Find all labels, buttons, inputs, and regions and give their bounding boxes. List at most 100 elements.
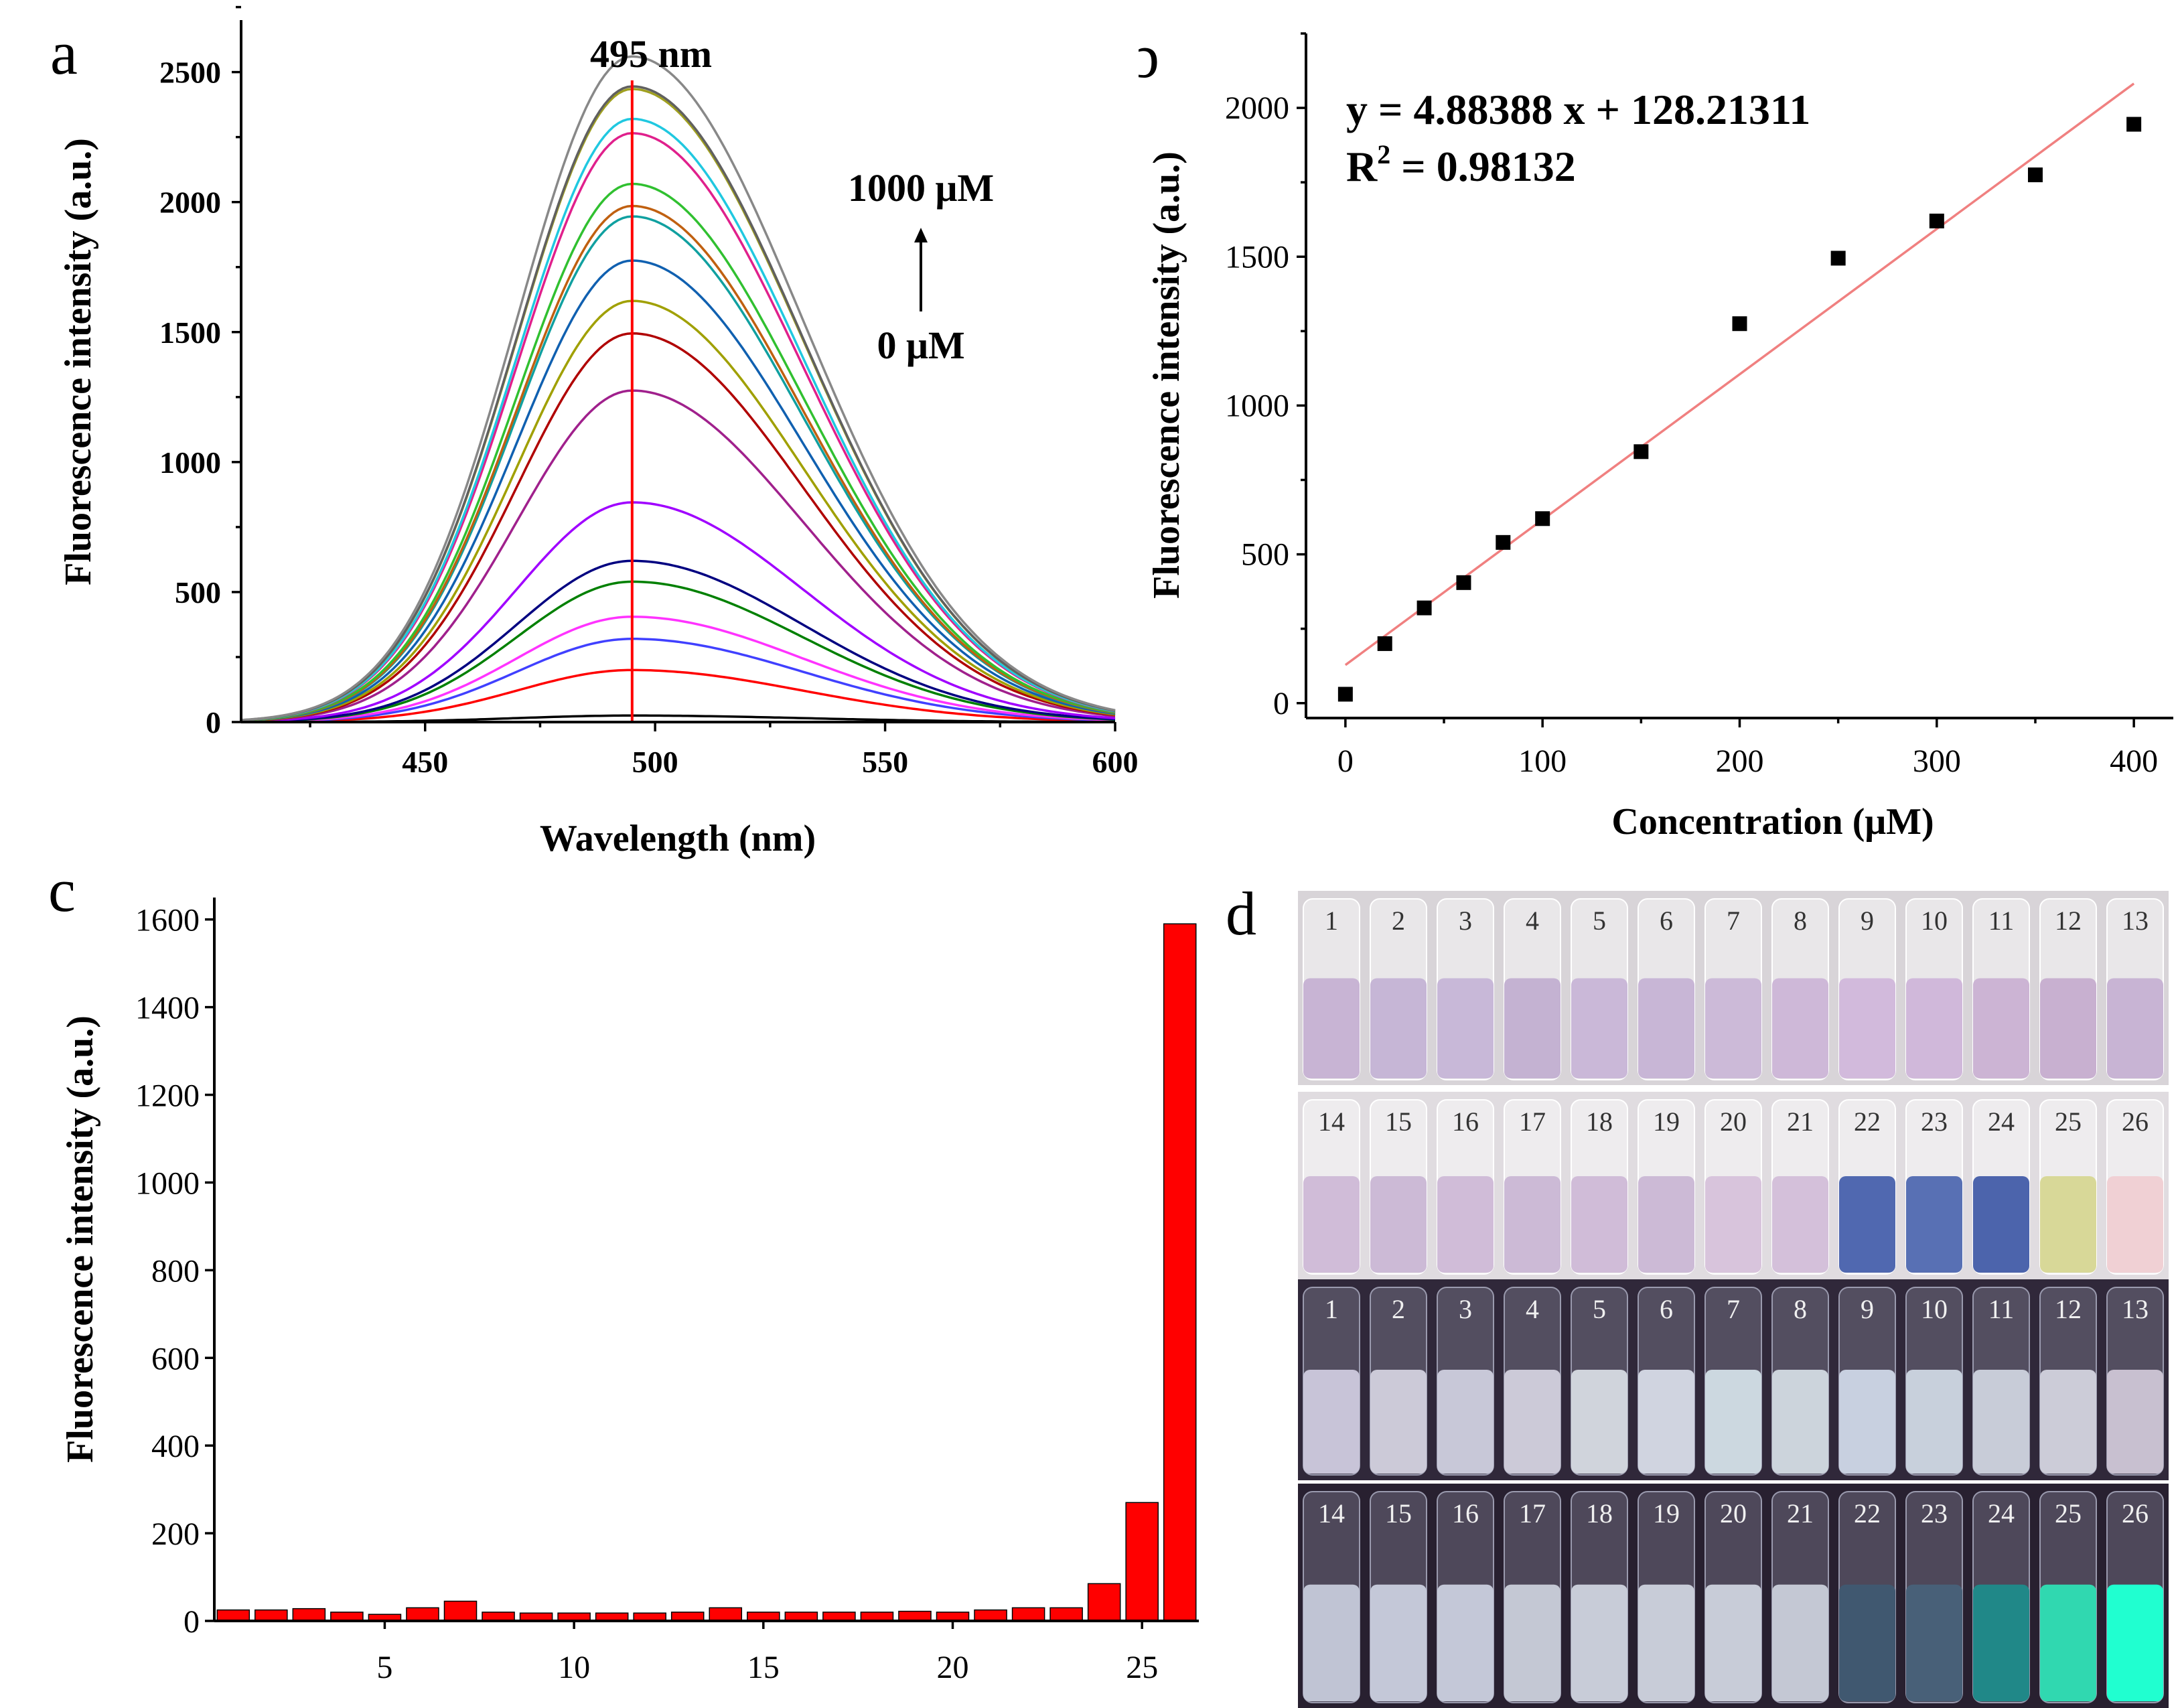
panel-b-data-point bbox=[1732, 316, 1747, 332]
panel-d-vial-liquid bbox=[2040, 1370, 2096, 1474]
panel-d-vial-liquid bbox=[1571, 1370, 1627, 1474]
panel-d-vial-number: 19 bbox=[1653, 1498, 1680, 1528]
panel-b-x-axis-title: Concentration (μM) bbox=[1611, 801, 1934, 843]
panel-d-vial-liquid bbox=[1772, 1584, 1828, 1701]
panel-c-bar bbox=[974, 1609, 1007, 1622]
panel-d-vial-number: 24 bbox=[1988, 1498, 2015, 1528]
panel-a-x-tick-label: 550 bbox=[862, 745, 908, 779]
panel-a-spectrum-line bbox=[240, 332, 1116, 722]
panel-b-x-tick-label: 0 bbox=[1337, 743, 1354, 779]
panel-d-vial-liquid bbox=[1437, 1176, 1494, 1273]
panel-b-r-squared-value: = 0.98132 bbox=[1390, 143, 1575, 190]
panel-d-vial-liquid bbox=[1772, 978, 1828, 1078]
panel-d-vial-number: 1 bbox=[1325, 906, 1338, 936]
panel-c-letter: c bbox=[48, 871, 76, 924]
panel-a-x-tick-label: 450 bbox=[402, 745, 448, 779]
panel-a-spectrum-line bbox=[240, 85, 1116, 721]
panel-d-vial-number: 5 bbox=[1593, 906, 1606, 936]
panel-d-vial-number: 10 bbox=[1921, 1294, 1948, 1324]
panel-c-bar bbox=[898, 1610, 932, 1622]
panel-c-x-tick-label: 25 bbox=[1126, 1650, 1158, 1685]
panel-a-spectrum-line bbox=[240, 132, 1116, 722]
panel-b-r-squared-r: R bbox=[1346, 143, 1378, 190]
panel-d-vial-liquid bbox=[1906, 978, 1962, 1078]
panel-c-y-tick-label: 1400 bbox=[135, 991, 200, 1026]
panel-d-vial-liquid bbox=[1973, 1584, 2029, 1701]
panel-b-data-point bbox=[1830, 251, 1846, 266]
panel-d-vial-liquid bbox=[2040, 978, 2096, 1078]
panel-d-vial-liquid bbox=[1839, 1176, 1895, 1273]
panel-d-vial-liquid bbox=[1906, 1176, 1962, 1273]
panel-d-vial-liquid bbox=[1839, 1370, 1895, 1474]
panel-d-vial-number: 19 bbox=[1653, 1107, 1680, 1137]
panel-c-bars-group bbox=[216, 923, 1197, 1622]
panel-d-vial-liquid bbox=[1437, 978, 1494, 1078]
panel-c-bar-chart: c 5 10 15 20 25 0 200 400 600 800 1000 1200 1400 160… bbox=[48, 871, 1199, 1685]
panel-b-data-point bbox=[1416, 600, 1432, 616]
panel-b-points-group bbox=[1337, 117, 2142, 702]
panel-d-vial-liquid bbox=[1504, 1370, 1560, 1474]
panel-c-x-tick-label: 20 bbox=[937, 1650, 969, 1685]
panel-c-bar bbox=[216, 1609, 250, 1622]
panel-d-vial-number: 24 bbox=[1988, 1107, 2015, 1137]
panel-d-vial-liquid bbox=[2107, 1584, 2163, 1701]
panel-d-vial-number: 17 bbox=[1519, 1498, 1546, 1528]
panel-d-vial-liquid bbox=[1705, 1584, 1761, 1701]
panel-d-vial-number: 3 bbox=[1459, 1294, 1472, 1324]
panel-d-vial-number: 7 bbox=[1727, 1294, 1740, 1324]
panel-b-x-tick-label: 400 bbox=[2110, 743, 2158, 779]
panel-a-x-ticks: 450 500 550 600 bbox=[309, 722, 1139, 779]
panel-d-vial-number: 4 bbox=[1526, 906, 1539, 936]
panel-d-vial-number: 18 bbox=[1586, 1107, 1613, 1137]
panel-b-y-tick-label: 0 bbox=[1273, 686, 1289, 721]
panel-a-line-chart: a 450 500 550 600 0 500 1000 1500 2000 2500 Wave… bbox=[50, 5, 1139, 859]
panel-d-vial-number: 10 bbox=[1921, 906, 1948, 936]
panel-d-vial-liquid bbox=[1370, 1584, 1427, 1701]
panel-a-arrow-top-label: 1000 μM bbox=[848, 166, 994, 210]
panel-a-spectrum-line bbox=[240, 668, 1116, 723]
panel-c-y-tick-label: 1000 bbox=[135, 1165, 200, 1201]
panel-d-vial-liquid bbox=[1973, 1370, 2029, 1474]
panel-d-vial-liquid bbox=[1638, 978, 1694, 1078]
panel-a-arrow-bottom-label: 0 μM bbox=[877, 324, 964, 367]
panel-c-y-axis-title: Fluorescence intensity (a.u.) bbox=[60, 1015, 101, 1463]
panel-a-y-tick-label: 500 bbox=[175, 575, 221, 610]
panel-d-vial-number: 26 bbox=[2122, 1498, 2149, 1528]
panel-d-vial-liquid bbox=[1705, 1176, 1761, 1273]
panel-c-y-tick-label: 0 bbox=[184, 1604, 200, 1640]
panel-d-vial-liquid bbox=[1504, 1176, 1560, 1273]
panel-a-spectrum-line bbox=[241, 638, 1116, 723]
panel-b-y-tick-label: 1000 bbox=[1225, 388, 1289, 423]
panel-b-x-tick-label: 300 bbox=[1913, 743, 1961, 779]
panel-a-y-tick-label: 2000 bbox=[159, 186, 221, 220]
panel-d-vial-number: 8 bbox=[1794, 906, 1807, 936]
panel-a-spectrum-line bbox=[240, 616, 1116, 723]
panel-b-letter: b bbox=[1139, 22, 1159, 90]
panel-d-vial-liquid bbox=[1705, 1370, 1761, 1474]
panel-c-y-tick-label: 1200 bbox=[135, 1078, 200, 1114]
panel-c-y-tick-label: 1600 bbox=[135, 903, 200, 938]
panel-b-data-point bbox=[1377, 636, 1392, 651]
panel-a-letter: a bbox=[50, 19, 78, 87]
panel-b-y-tick-label: 1500 bbox=[1225, 239, 1289, 275]
panel-a-spectrum-line bbox=[240, 580, 1116, 723]
panel-a-spectrum-line bbox=[240, 501, 1116, 723]
panel-d-vial-number: 4 bbox=[1526, 1294, 1539, 1324]
panel-d-vial-liquid bbox=[2107, 978, 2163, 1078]
panel-b-y-tick-label: 500 bbox=[1241, 537, 1289, 573]
panel-d-vial-liquid bbox=[2107, 1370, 2163, 1474]
panel-d-vial-number: 6 bbox=[1660, 906, 1673, 936]
panel-d-vial-liquid bbox=[1571, 1584, 1627, 1701]
panel-d-vial-number: 16 bbox=[1452, 1107, 1479, 1137]
panel-d-vial-liquid bbox=[1571, 978, 1627, 1078]
panel-a-y-tick-label: 0 bbox=[206, 705, 221, 739]
panel-c-y-ticks: 0 200 400 600 800 1000 1200 1400 1600 bbox=[135, 903, 214, 1640]
panel-d-vial-number: 14 bbox=[1318, 1107, 1345, 1137]
panel-d-vial-liquid bbox=[1973, 1176, 2029, 1273]
panel-a-y-tick-label: 2500 bbox=[159, 56, 221, 90]
panel-d-vial-number: 20 bbox=[1720, 1107, 1747, 1137]
panel-b-fit-line bbox=[1344, 82, 2135, 666]
panel-d-vial-number: 18 bbox=[1586, 1498, 1613, 1528]
panel-a-x-axis-title: Wavelength (nm) bbox=[540, 818, 816, 859]
panel-d-vial-number: 20 bbox=[1720, 1498, 1747, 1528]
